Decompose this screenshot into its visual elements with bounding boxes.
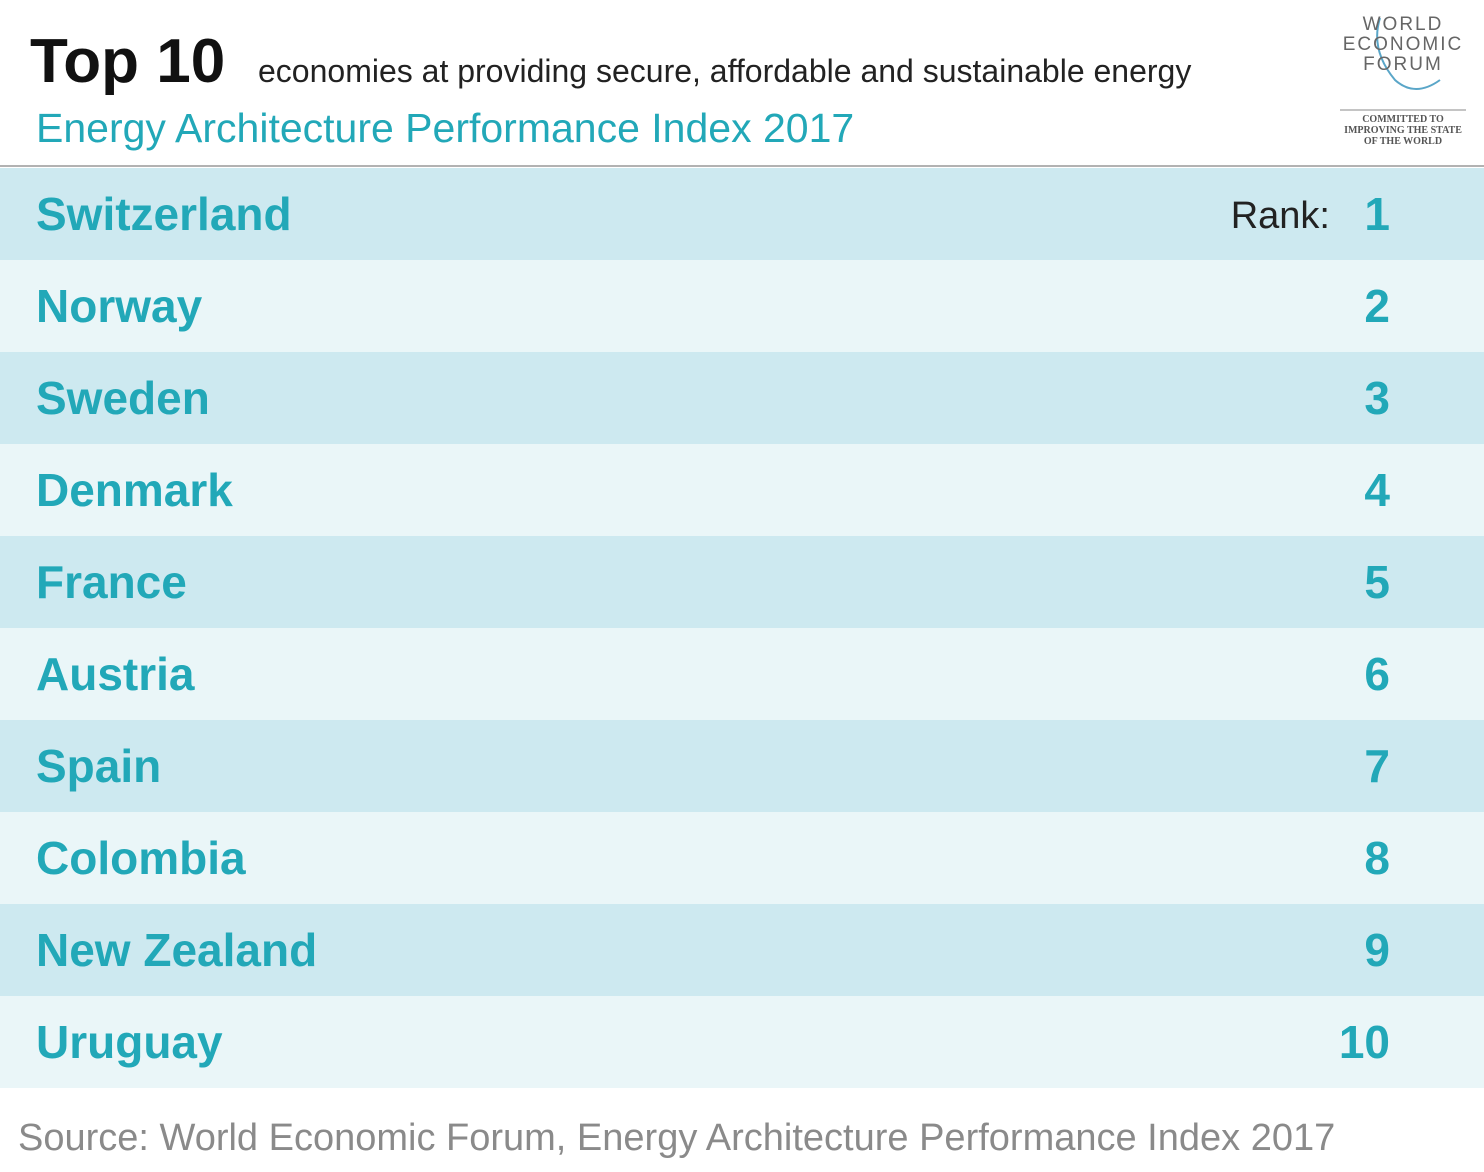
rank: 3	[1364, 372, 1390, 424]
logo-arc	[1376, 17, 1441, 90]
table-row	[0, 352, 1484, 444]
rank: 9	[1364, 924, 1390, 976]
table-row	[0, 812, 1484, 904]
country: Norway	[36, 280, 203, 332]
country: New Zealand	[36, 924, 317, 976]
country: Sweden	[36, 372, 210, 424]
title: Top 10	[30, 27, 225, 96]
rank: 1	[1364, 188, 1390, 240]
rank: 8	[1364, 832, 1390, 884]
logo-text: WORLD	[1363, 14, 1444, 35]
country: Denmark	[36, 464, 233, 516]
rank: 4	[1364, 464, 1390, 516]
table-row	[0, 720, 1484, 812]
country: Uruguay	[36, 1016, 223, 1068]
rank: 5	[1364, 556, 1390, 608]
table-row	[0, 168, 1484, 260]
country: France	[36, 556, 187, 608]
logo-text: FORUM	[1363, 54, 1443, 75]
rank: 7	[1364, 740, 1390, 792]
table-row	[0, 996, 1484, 1088]
logo-tagline: OF THE WORLD	[1364, 136, 1442, 147]
index-name: Energy Architecture Performance Index 20…	[36, 105, 854, 151]
logo-tagline: COMMITTED TO	[1362, 114, 1444, 125]
subtitle: economies at providing secure, affordabl…	[258, 53, 1191, 89]
table-row	[0, 444, 1484, 536]
table-row	[0, 536, 1484, 628]
rank-label: Rank:	[1231, 195, 1330, 237]
country: Colombia	[36, 832, 246, 884]
rank: 10	[1339, 1016, 1390, 1068]
country: Switzerland	[36, 188, 292, 240]
table-row	[0, 904, 1484, 996]
country: Spain	[36, 740, 161, 792]
table-row	[0, 260, 1484, 352]
logo-text: ECONOMIC	[1343, 34, 1464, 55]
table-row	[0, 628, 1484, 720]
source: Source: World Economic Forum, Energy Arc…	[18, 1117, 1335, 1159]
country: Austria	[36, 648, 195, 700]
rank: 2	[1364, 280, 1390, 332]
rank: 6	[1364, 648, 1390, 700]
logo-tagline: IMPROVING THE STATE	[1344, 125, 1462, 136]
